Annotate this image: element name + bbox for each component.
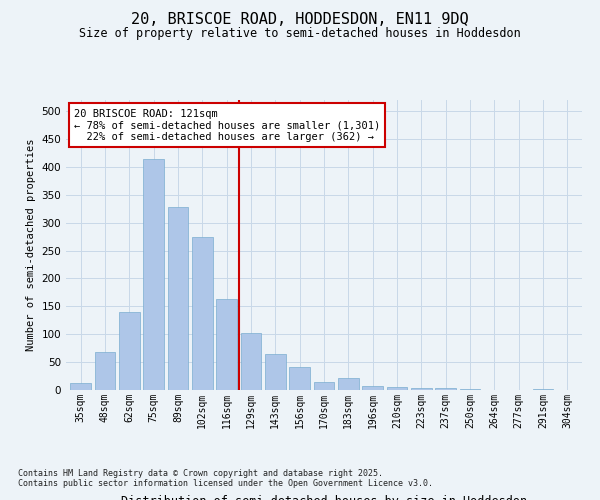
Bar	[386, 386, 407, 390]
Text: 20, BRISCOE ROAD, HODDESDON, EN11 9DQ: 20, BRISCOE ROAD, HODDESDON, EN11 9DQ	[131, 12, 469, 28]
Bar	[362, 386, 383, 390]
Bar	[167, 207, 188, 390]
Bar	[216, 299, 237, 390]
Y-axis label: Number of semi-detached properties: Number of semi-detached properties	[26, 138, 36, 352]
Bar	[436, 388, 456, 390]
Bar	[95, 352, 115, 390]
Bar	[338, 378, 359, 390]
Bar	[265, 354, 286, 390]
Bar	[411, 388, 432, 390]
Bar	[289, 366, 310, 390]
Text: Contains HM Land Registry data © Crown copyright and database right 2025.: Contains HM Land Registry data © Crown c…	[18, 468, 383, 477]
Bar	[192, 236, 212, 390]
Text: 20 BRISCOE ROAD: 121sqm
← 78% of semi-detached houses are smaller (1,301)
  22% : 20 BRISCOE ROAD: 121sqm ← 78% of semi-de…	[74, 108, 380, 142]
Bar	[241, 332, 262, 390]
Text: Size of property relative to semi-detached houses in Hoddesdon: Size of property relative to semi-detach…	[79, 28, 521, 40]
Bar	[143, 158, 164, 390]
Bar	[70, 383, 91, 390]
Text: Contains public sector information licensed under the Open Government Licence v3: Contains public sector information licen…	[18, 478, 433, 488]
X-axis label: Distribution of semi-detached houses by size in Hoddesdon: Distribution of semi-detached houses by …	[121, 494, 527, 500]
Bar	[314, 382, 334, 390]
Bar	[119, 312, 140, 390]
